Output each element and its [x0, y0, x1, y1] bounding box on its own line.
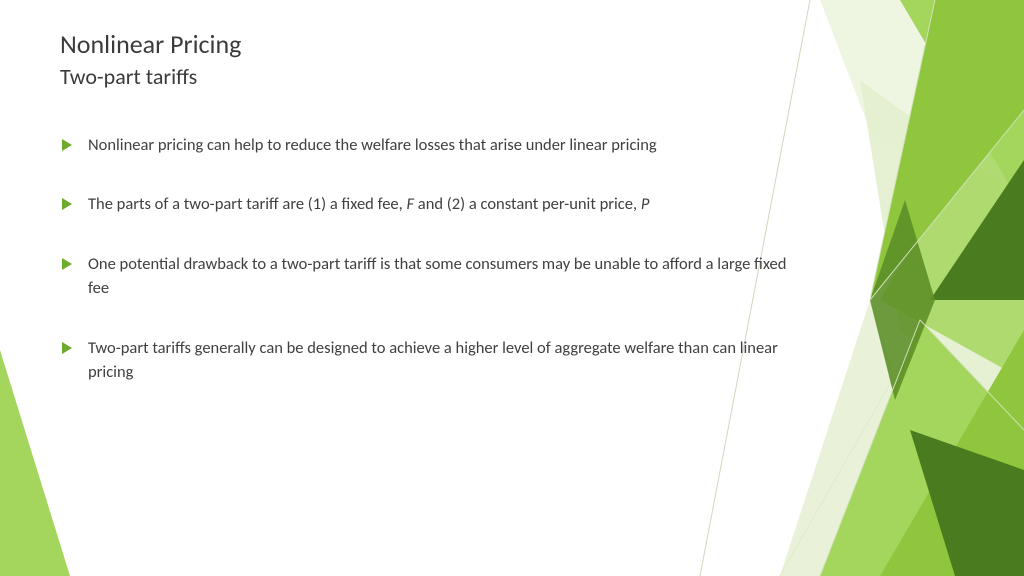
list-item: The parts of a two-part tariff are (1) a…: [60, 193, 800, 217]
bullet-text: The parts of a two-part tariff are (1) a…: [88, 194, 406, 214]
bullet-list: Nonlinear pricing can help to reduce the…: [60, 134, 800, 386]
bullet-italic: P: [641, 194, 650, 214]
slide-content: Nonlinear Pricing Two-part tariffs Nonli…: [0, 0, 1024, 385]
bullet-text: and (2) a constant per-unit price,: [414, 194, 641, 214]
list-item: One potential drawback to a two-part tar…: [60, 253, 800, 301]
bullet-italic: F: [406, 194, 414, 214]
list-item: Two-part tariffs generally can be design…: [60, 337, 800, 385]
slide-title: Nonlinear Pricing: [60, 28, 964, 61]
bullet-text: One potential drawback to a two-part tar…: [88, 254, 786, 298]
bullet-text: Two-part tariffs generally can be design…: [88, 338, 778, 382]
slide-subtitle: Two-part tariffs: [60, 63, 964, 90]
list-item: Nonlinear pricing can help to reduce the…: [60, 134, 800, 158]
slide: Nonlinear Pricing Two-part tariffs Nonli…: [0, 0, 1024, 576]
bullet-text: Nonlinear pricing can help to reduce the…: [88, 135, 657, 155]
